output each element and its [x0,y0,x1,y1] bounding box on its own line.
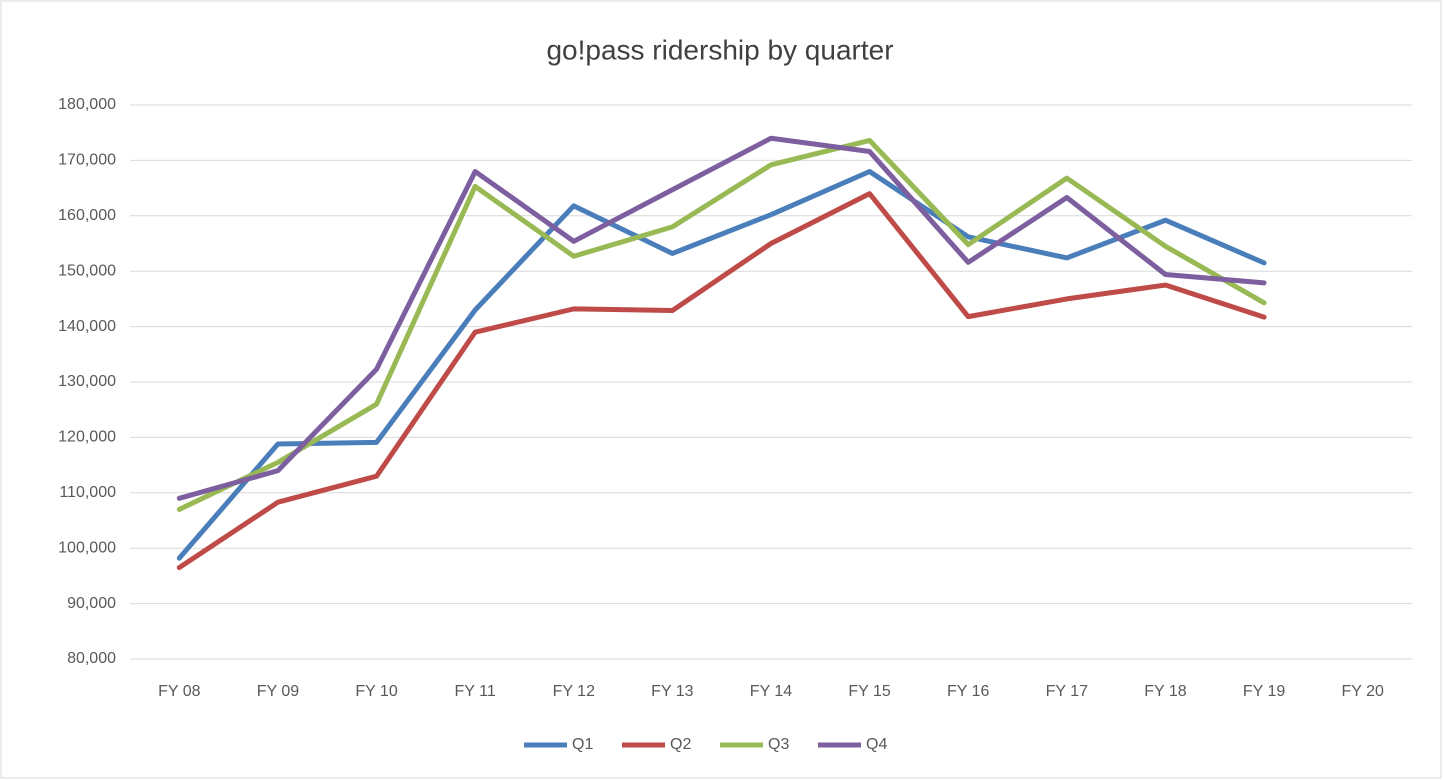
series-line [176,168,1267,561]
y-tick-label: 120,000 [58,429,116,446]
y-tick-label: 130,000 [58,373,116,390]
y-tick-label: 150,000 [58,262,116,279]
x-tick-label: FY 10 [355,683,398,700]
x-tick-label: FY 18 [1144,683,1187,700]
y-tick-label: 160,000 [58,207,116,224]
legend-label: Q4 [866,736,887,753]
x-tick-label: FY 16 [947,683,990,700]
x-tick-label: FY 13 [651,683,694,700]
series-line [176,191,1267,571]
x-tick-label: FY 19 [1243,683,1286,700]
x-tick-label: FY 15 [848,683,891,700]
x-tick-label: FY 11 [455,683,496,700]
legend-label: Q1 [572,736,593,753]
x-tick-label: FY 14 [750,683,793,700]
chart-title: go!pass ridership by quarter [546,34,893,65]
series-line [176,135,1267,501]
y-tick-label: 90,000 [67,595,116,612]
series-line [176,137,1267,512]
x-tick-label: FY 08 [158,683,201,700]
x-tick-label: FY 12 [553,683,596,700]
y-tick-label: 110,000 [59,484,116,501]
y-tick-label: 80,000 [67,650,116,667]
legend-label: Q2 [670,736,691,753]
x-tick-label: FY 20 [1341,683,1384,700]
y-tick-label: 180,000 [58,96,116,113]
x-tick-label: FY 09 [257,683,300,700]
legend-label: Q3 [768,736,789,753]
y-tick-label: 100,000 [58,539,116,556]
y-tick-label: 170,000 [58,152,116,169]
x-tick-label: FY 17 [1046,683,1089,700]
y-tick-label: 140,000 [58,318,116,335]
